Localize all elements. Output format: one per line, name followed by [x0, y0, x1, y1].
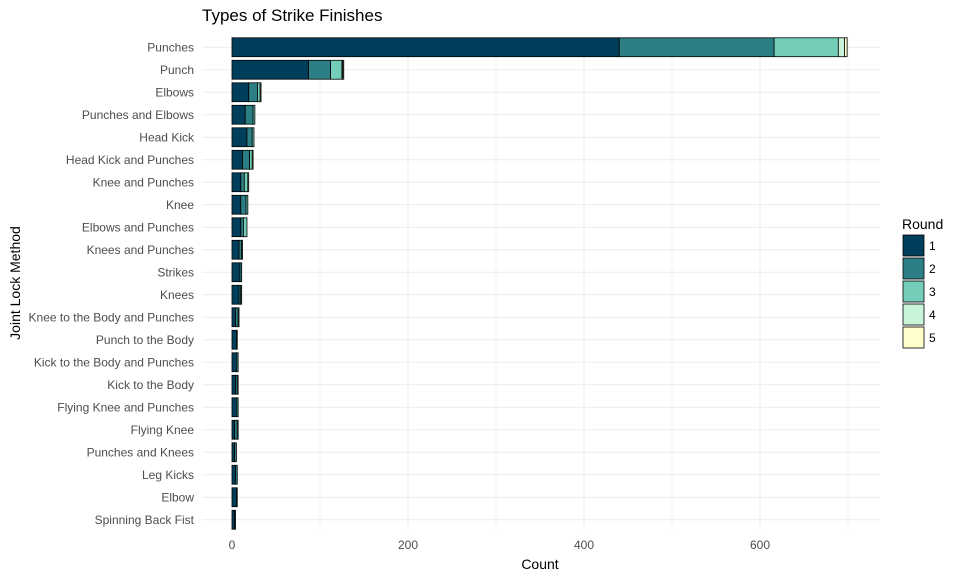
y-axis-title: Joint Lock Method [7, 226, 23, 340]
bar-segment [237, 307, 240, 328]
bar-segment [243, 172, 249, 193]
bar-segment [240, 284, 243, 305]
y-tick-label: Kick to the Body and Punches [34, 355, 194, 369]
x-tick-label: 400 [574, 538, 594, 552]
bar-segment [231, 329, 237, 350]
legend: Round 1 2 3 4 5 [902, 216, 943, 349]
legend-key [902, 234, 925, 257]
bar-segment [773, 37, 839, 58]
bar-segment [234, 509, 236, 530]
bar-segment [251, 127, 255, 148]
y-tick-label: Punches [147, 40, 194, 54]
legend-title: Round [902, 216, 943, 232]
bar-segment [231, 37, 620, 58]
bar-segment [235, 397, 239, 418]
y-tick-label: Elbows and Punches [82, 220, 194, 234]
bar-segment [342, 59, 345, 80]
y-tick-label: Kick to the Body [107, 378, 194, 392]
y-tick-label: Knee [166, 198, 194, 212]
x-axis-tick-labels: 0 200 400 600 [229, 538, 771, 552]
bar-segment [231, 397, 237, 418]
bar-segment [231, 149, 243, 170]
bar-segment [252, 104, 256, 125]
bars [231, 37, 848, 530]
bar-segment [231, 284, 240, 305]
bar-segment [235, 352, 239, 373]
bar-segment [240, 194, 247, 215]
bar-segment [231, 239, 240, 260]
bar-segment [235, 329, 238, 350]
bar-segment [618, 37, 775, 58]
bar-segment [231, 217, 242, 238]
y-tick-label: Punches and Elbows [82, 108, 194, 122]
bar-segment [308, 59, 331, 80]
bar-segment [231, 127, 248, 148]
y-tick-label: Punch [160, 63, 194, 77]
y-tick-label: Knees [160, 288, 194, 302]
legend-label: 3 [929, 285, 936, 299]
chart-title: Types of Strike Finishes [202, 6, 382, 25]
bar-segment [231, 487, 237, 508]
bar-segment [242, 149, 250, 170]
bar-segment [240, 172, 245, 193]
legend-key [902, 326, 925, 349]
grid-lines [202, 36, 880, 531]
legend-key [902, 303, 925, 326]
legend-label: 2 [929, 262, 936, 276]
bar-segment [844, 37, 848, 58]
y-axis-tick-labels: Punches Punch Elbows Punches and Elbows Head… [29, 40, 195, 527]
bar-segment [241, 239, 243, 260]
bar-segment [235, 487, 238, 508]
bar-segment [231, 104, 246, 125]
y-tick-label: Flying Knee [131, 423, 195, 437]
bar-segment [231, 59, 309, 80]
bar-segment [330, 59, 343, 80]
y-tick-label: Knee and Punches [93, 175, 194, 189]
legend-label: 4 [929, 308, 936, 322]
y-tick-label: Spinning Back Fist [95, 513, 195, 527]
bar-segment [251, 149, 254, 170]
y-tick-label: Knees and Punches [87, 243, 194, 257]
y-tick-label: Punches and Knees [87, 445, 194, 459]
bar-segment [231, 352, 237, 373]
legend-label: 1 [929, 239, 936, 253]
bar-segment [246, 127, 253, 148]
x-tick-label: 200 [398, 538, 418, 552]
y-tick-label: Knee to the Body and Punches [29, 310, 194, 324]
bar-segment [248, 82, 258, 103]
bar-segment [239, 262, 243, 283]
y-tick-label: Elbow [161, 490, 194, 504]
bar-segment [837, 37, 845, 58]
legend-key [902, 280, 925, 303]
x-axis-title: Count [521, 556, 558, 572]
bar-segment [247, 172, 250, 193]
bar-segment [231, 262, 241, 283]
bar-segment [243, 217, 248, 238]
y-tick-label: Strikes [157, 265, 194, 279]
bar-segment [231, 194, 242, 215]
bar-segment [259, 82, 262, 103]
legend-key [902, 257, 925, 280]
y-tick-label: Head Kick [139, 130, 195, 144]
bar-segment [236, 419, 239, 440]
bar-segment [244, 104, 254, 125]
bar-segment [245, 194, 249, 215]
bar-segment [231, 172, 242, 193]
bar-segment [231, 464, 236, 485]
bar-segment [236, 374, 239, 395]
y-tick-label: Elbows [155, 85, 194, 99]
bar-segment [234, 442, 237, 463]
bar-segment [231, 374, 236, 395]
x-tick-label: 0 [229, 538, 236, 552]
x-tick-label: 600 [750, 538, 770, 552]
bar-segment [235, 464, 238, 485]
y-tick-label: Leg Kicks [142, 468, 194, 482]
legend-label: 5 [929, 331, 936, 345]
y-tick-label: Punch to the Body [96, 333, 194, 347]
bar-segment [231, 82, 250, 103]
bar-segment [231, 307, 236, 328]
y-tick-label: Flying Knee and Punches [57, 400, 194, 414]
y-tick-label: Head Kick and Punches [66, 153, 194, 167]
